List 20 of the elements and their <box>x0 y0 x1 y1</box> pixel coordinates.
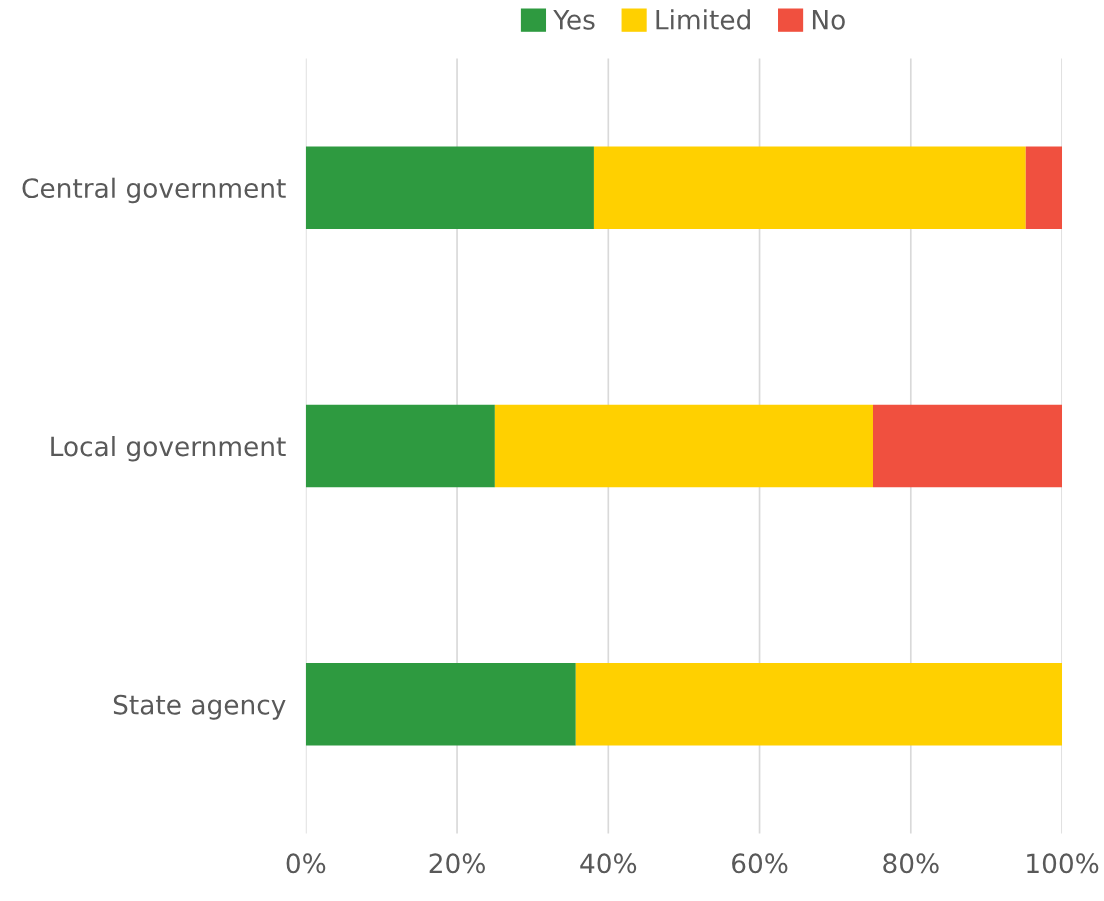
x-tick-label: 80% <box>883 853 939 874</box>
legend-label: No <box>812 10 845 30</box>
x-tick-label: 60% <box>732 853 788 874</box>
bar <box>494 404 873 488</box>
bar <box>305 404 495 488</box>
legend-label: Limited <box>656 9 750 30</box>
bar <box>305 146 594 230</box>
y-tick-label: Central government <box>22 177 286 204</box>
x-tick-label: 0% <box>286 853 326 874</box>
bar <box>872 404 1063 488</box>
legend-label: Yes <box>553 10 595 30</box>
bar <box>305 662 576 746</box>
y-tick-label: Local government <box>51 435 286 462</box>
x-tick-label: 20% <box>429 853 485 874</box>
x-tick-label: 40% <box>580 853 637 874</box>
bar <box>575 662 1063 746</box>
x-tick-label: 100% <box>1027 853 1099 874</box>
bar <box>593 146 1026 230</box>
bar <box>1025 146 1063 230</box>
y-tick-label: State agency <box>113 694 286 720</box>
